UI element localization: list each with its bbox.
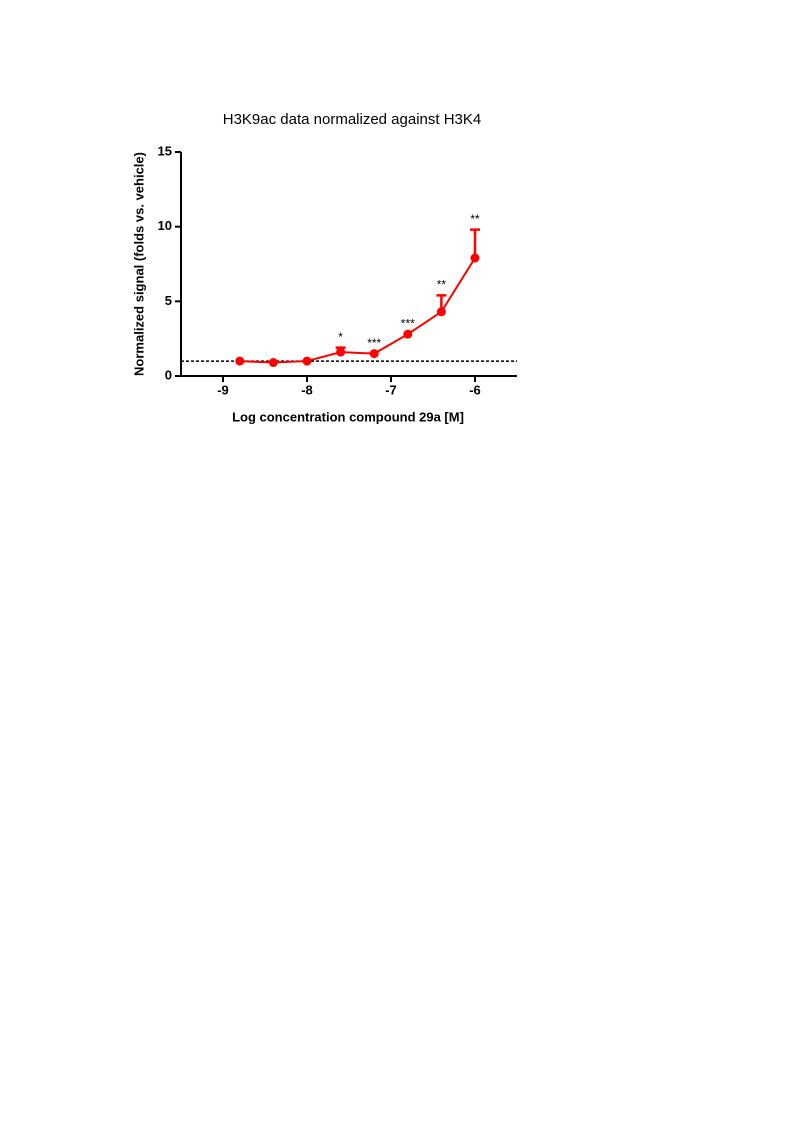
y-tick-label: 0 xyxy=(165,367,172,382)
chart-title: H3K9ac data normalized against H3K4 xyxy=(223,111,482,128)
data-point xyxy=(336,347,346,357)
x-tick-label: -6 xyxy=(469,382,481,397)
data-point xyxy=(235,356,245,366)
data-point xyxy=(403,329,413,339)
significance-label: *** xyxy=(367,336,381,350)
error-bar xyxy=(470,228,480,259)
significance-label: * xyxy=(338,330,343,344)
y-axis-label: Normalized signal (folds vs. vehicle) xyxy=(131,152,146,376)
y-tick-label: 5 xyxy=(165,293,172,308)
x-tick-label: -9 xyxy=(217,382,229,397)
data-point xyxy=(369,349,379,359)
significance-label: ** xyxy=(470,212,480,226)
series-line xyxy=(239,257,476,364)
data-point xyxy=(268,358,278,368)
x-tick-label: -7 xyxy=(385,382,397,397)
data-point xyxy=(470,253,480,263)
y-tick-label: 15 xyxy=(158,143,172,158)
data-point xyxy=(302,356,312,366)
data-point xyxy=(436,307,446,317)
significance-label: *** xyxy=(401,316,415,330)
x-tick-label: -8 xyxy=(301,382,313,397)
y-tick-label: 10 xyxy=(158,218,172,233)
significance-label: ** xyxy=(437,278,447,292)
x-axis-label: Log concentration compound 29a [M] xyxy=(232,409,464,424)
